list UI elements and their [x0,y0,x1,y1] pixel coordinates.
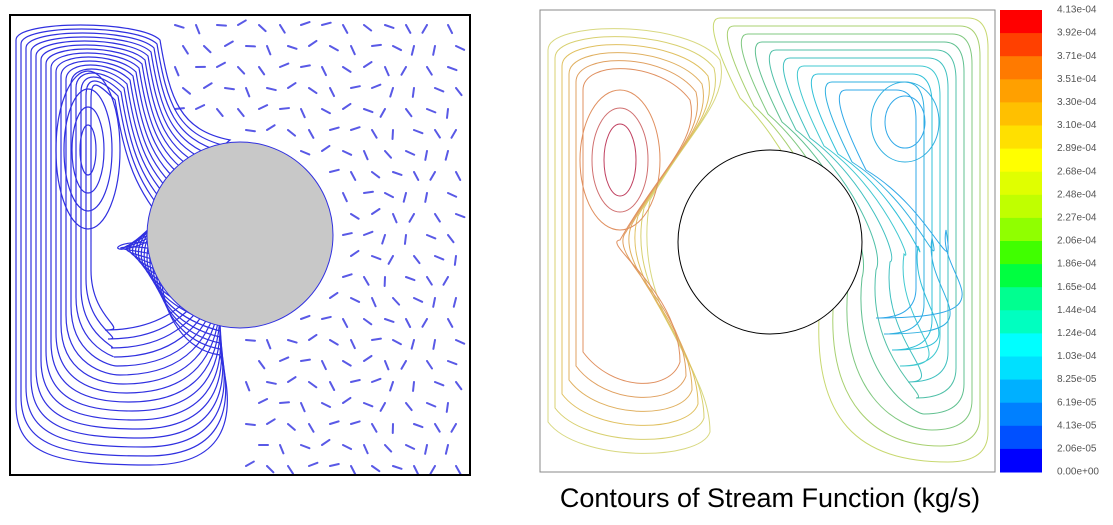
vector [280,402,289,403]
vector [455,256,456,265]
colorbar-swatch [1000,449,1042,473]
vector [372,45,381,46]
colorbar-swatch [1000,287,1042,311]
colorbar-label: 4.13e-05 [1057,420,1097,431]
vector [413,88,414,97]
colorbar-swatch [1000,126,1042,150]
colorbar-swatch [1000,310,1042,334]
vector [364,192,373,193]
colorbar-label: 3.10e-04 [1057,120,1097,131]
colorbar-label: 2.06e-04 [1057,236,1097,247]
vector [225,88,234,89]
vector [246,340,255,341]
colorbar-swatch [1000,403,1042,427]
colorbar-swatch [1000,241,1042,265]
colorbar-swatch [1000,79,1042,103]
caption: Contours of Stream Function (kg/s) [560,483,980,513]
colorbar-swatch [1000,426,1042,450]
colorbar-label: 3.71e-04 [1057,51,1097,62]
colorbar-swatch [1000,10,1042,34]
colorbar-label: 6.19e-05 [1057,397,1097,408]
vector [447,109,448,118]
contour [604,124,636,196]
vector [372,339,381,340]
colorbar-label: 1.24e-04 [1057,328,1097,339]
colorbar-label: 3.92e-04 [1057,28,1097,39]
colorbar-label: 1.03e-04 [1057,351,1097,362]
contour [885,96,925,148]
vector [301,360,310,361]
colorbar: 4.13e-04 3.92e-04 3.71e-04 3.51e-04 3.30e-04… [1000,5,1099,478]
vector [217,25,226,26]
contour-panel [540,10,995,472]
colorbar-swatch [1000,172,1042,196]
vector [246,424,255,425]
vector [175,108,184,109]
colorbar-label: 2.68e-04 [1057,166,1097,177]
vector [447,403,448,412]
cylinder [678,150,862,334]
colorbar-swatch [1000,218,1042,242]
colorbar-swatch [1000,333,1042,357]
cylinder [147,142,333,328]
colorbar-label: 0.00e+00 [1057,467,1099,478]
colorbar-label: 2.48e-04 [1057,189,1097,200]
colorbar-swatch [1000,380,1042,404]
streamline-panel [10,15,470,475]
colorbar-label: 2.06e-05 [1057,444,1097,455]
colorbar-swatch [1000,102,1042,126]
colorbar-swatch [1000,357,1042,381]
colorbar-swatch [1000,149,1042,173]
colorbar-label: 8.25e-05 [1057,374,1097,385]
colorbar-label: 3.51e-04 [1057,74,1097,85]
colorbar-swatch [1000,264,1042,288]
vector [246,130,255,131]
colorbar-label: 2.27e-04 [1057,213,1097,224]
colorbar-swatch [1000,195,1042,219]
colorbar-label: 1.44e-04 [1057,305,1097,316]
colorbar-label: 1.86e-04 [1057,259,1097,270]
colorbar-label: 2.89e-04 [1057,143,1097,154]
vector [280,108,289,109]
colorbar-label: 1.65e-04 [1057,282,1097,293]
colorbar-label: 3.30e-04 [1057,97,1097,108]
colorbar-swatch [1000,33,1042,57]
colorbar-swatch [1000,56,1042,80]
contour [871,82,939,162]
vector [405,235,406,244]
vector [413,382,414,391]
colorbar-label: 4.13e-04 [1057,5,1097,16]
